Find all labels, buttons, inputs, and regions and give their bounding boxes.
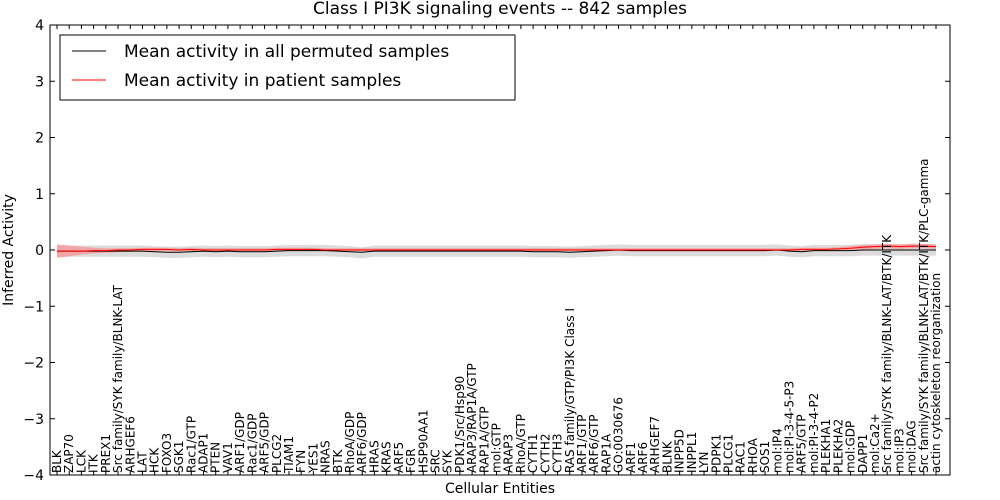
y-tick-label: 1 xyxy=(35,187,44,203)
x-tick-label: DAPP1 xyxy=(856,434,870,473)
x-tick-label: LYN xyxy=(697,452,711,473)
x-tick-label: HRAS xyxy=(367,440,381,473)
x-tick-label: PLCG2 xyxy=(270,434,284,473)
x-tick-label: ADAP1 xyxy=(197,433,211,473)
x-tick-label: PLCG1 xyxy=(722,434,736,473)
x-tick-label: mol:PI-3-4-5-P3 xyxy=(783,381,797,473)
x-tick-label: mol:DAG xyxy=(905,420,919,473)
series-line-permuted xyxy=(57,249,936,253)
x-tick-label: mol:PI-3-4-P2 xyxy=(807,393,821,473)
x-tick-label: PTEN xyxy=(209,442,223,473)
x-tick-label: ARF6/GTP xyxy=(587,414,601,473)
x-tick-label: RAP1A/GTP xyxy=(477,406,491,473)
x-tick-label: PLEKHA1 xyxy=(819,419,833,473)
x-tick-label: LCK xyxy=(74,449,88,473)
x-tick-label: FGR xyxy=(404,448,418,473)
x-tick-label: RAS family/GTP/PI3K Class I xyxy=(563,308,577,473)
y-tick-label: 4 xyxy=(35,18,44,34)
plot-frame xyxy=(49,24,951,476)
x-tick-label: PREX1 xyxy=(99,434,113,473)
x-tick-label: Rac1/GDP xyxy=(245,413,259,472)
y-tick-label: −4 xyxy=(23,468,44,484)
x-axis-label: Cellular Entities xyxy=(445,481,555,497)
y-axis-label: Inferred Activity xyxy=(1,194,17,306)
x-tick-label: ARHGEF7 xyxy=(648,416,662,473)
legend: Mean activity in all permuted samples Me… xyxy=(59,34,516,101)
x-tick-label: FOXO3 xyxy=(160,433,174,473)
x-tick-label: RAC1 xyxy=(734,441,748,473)
series-line-patient xyxy=(57,245,937,252)
y-tick-label: 3 xyxy=(35,74,44,90)
x-tick-label: ITK xyxy=(87,453,101,473)
y-tick-label: −1 xyxy=(23,299,44,315)
x-tick-label: ARF5/GTP xyxy=(795,414,809,473)
x-tick-label: BTK xyxy=(331,448,345,473)
x-tick-label: GO:0030676 xyxy=(612,397,626,473)
x-tick-label: HCK xyxy=(148,447,162,473)
x-tick-label: RHOA xyxy=(746,437,760,473)
y-tick-label: −2 xyxy=(23,356,44,372)
x-tick-label: HSP90AA1 xyxy=(416,410,430,474)
x-tick-label: BLNK xyxy=(660,440,674,473)
x-tick-label: Src family/SYK family/BLNK-LAT xyxy=(111,284,125,473)
legend-label-patient: Mean activity in patient samples xyxy=(124,71,401,91)
x-tick-label: NRAS xyxy=(319,440,333,473)
x-tick-label: ARF6 xyxy=(636,442,650,473)
x-tick-label: INPP5D xyxy=(673,429,687,473)
x-tick-label: YES1 xyxy=(306,443,320,474)
x-tick-label: CYTH1 xyxy=(526,433,540,473)
x-tick-label: RAP1A xyxy=(599,433,613,473)
x-tick-label: VAV1 xyxy=(221,442,235,473)
x-tick-label: BLK xyxy=(50,449,64,473)
y-tick-label: −3 xyxy=(23,412,44,428)
legend-box xyxy=(59,34,516,101)
x-tick-label: actin cytoskeleton reorganization xyxy=(929,273,943,473)
x-tick-label: TIAM1 xyxy=(282,436,296,474)
x-tick-label: LAT xyxy=(136,451,150,473)
y-tick-label: 0 xyxy=(35,243,44,259)
x-tick-label: SRC xyxy=(429,449,443,473)
x-tick-label: ARF1/GTP xyxy=(575,414,589,473)
x-tick-label: PLEKHA2 xyxy=(831,419,845,473)
x-tick-label: mol:GTP xyxy=(490,423,504,473)
x-tick-label: PDK1/Src/Hsp90 xyxy=(453,376,467,473)
x-tick-label: FYN xyxy=(294,450,308,473)
x-tick-label: RhoA/GTP xyxy=(514,414,528,473)
x-tick-label: SOS1 xyxy=(758,441,772,473)
x-tick-label: Src family/SYK family/BLNK-LAT/BTK/ITK/P… xyxy=(917,158,931,473)
x-tick-label: ARHGEF6 xyxy=(123,416,137,473)
x-tick-label: Src family/SYK family/BLNK-LAT/BTK/ITK xyxy=(880,234,894,473)
y-ticks: −4 −3 −2 −1 0 1 2 3 4 xyxy=(23,18,950,484)
x-tick-label: ARF5 xyxy=(392,442,406,473)
x-tick-label: PDPK1 xyxy=(709,434,723,473)
series-lines xyxy=(57,245,937,253)
x-tick-label: INPPL1 xyxy=(685,432,699,473)
x-tick-label: Rac1/GTP xyxy=(184,416,198,473)
x-tick-label: mol:GDP xyxy=(844,421,858,473)
x-tick-label: mol:Ca2+ xyxy=(868,413,882,473)
x-tick-label: KRAS xyxy=(380,441,394,473)
x-tick-label: CYTH3 xyxy=(551,433,565,473)
x-tick-label: ARF5/GDP xyxy=(258,412,272,473)
x-tick-label: RhoA/GDP xyxy=(343,412,357,473)
x-tick-label: ARAP3 xyxy=(502,434,516,473)
x-tick-label: ARAP3/RAP1A/GTP xyxy=(465,363,479,473)
chart-title: Class I PI3K signaling events -- 842 sam… xyxy=(313,0,687,19)
x-tick-label: ZAP70 xyxy=(62,434,76,473)
y-tick-label: 2 xyxy=(35,131,44,147)
x-tick-label: SYK xyxy=(441,449,455,473)
legend-label-permuted: Mean activity in all permuted samples xyxy=(124,42,449,62)
x-tick-label: ARF1/GDP xyxy=(233,412,247,473)
x-tick-label: CYTH2 xyxy=(538,433,552,473)
x-tick-label: mol:IP3 xyxy=(892,428,906,473)
x-tick-label: ARF1 xyxy=(624,442,638,473)
x-tick-label: mol:IP4 xyxy=(770,428,784,473)
x-tick-label: SGK1 xyxy=(172,441,186,473)
x-tick-label: ARF6/GDP xyxy=(355,412,369,473)
